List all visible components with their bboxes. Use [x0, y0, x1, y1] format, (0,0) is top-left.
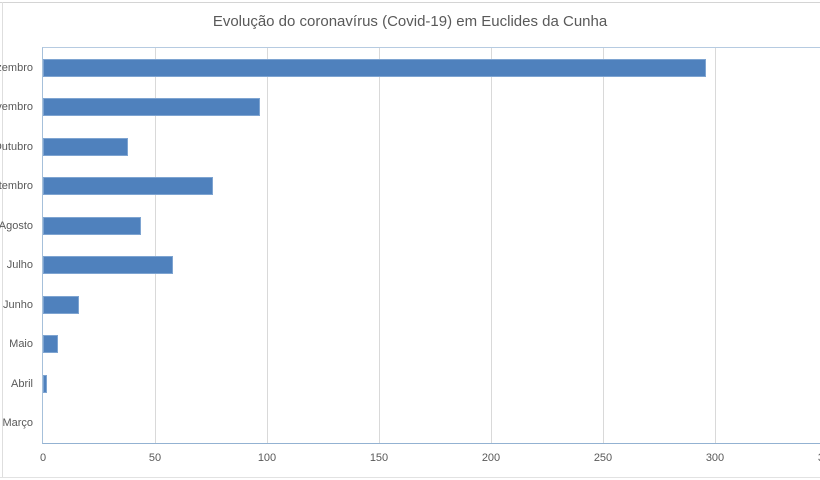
bar-outubro[interactable] — [43, 137, 128, 156]
sheet-gridline-top — [0, 2, 820, 3]
category-label-marco: Março — [2, 417, 33, 430]
chart-title: Evolução do coronavírus (Covid-19) em Eu… — [212, 13, 608, 30]
category-label-dezembro: Dezembro — [0, 61, 33, 74]
sheet-gridline-bottom — [0, 477, 820, 478]
tick-label-0: 0 — [39, 452, 47, 464]
category-label-junho: Junho — [3, 298, 33, 311]
tick-label-100: 100 — [257, 452, 277, 464]
category-label-julho: Julho — [6, 259, 33, 272]
tick-label-250: 250 — [593, 452, 613, 464]
gridline-50 — [155, 48, 156, 443]
gridline-200 — [491, 48, 492, 443]
category-label-agosto: Agosto — [0, 219, 33, 232]
bar-maio[interactable] — [43, 335, 59, 354]
tick-label-150: 150 — [369, 452, 389, 464]
bar-julho[interactable] — [43, 256, 173, 275]
bar-dezembro[interactable] — [43, 58, 706, 77]
gridline-100 — [267, 48, 268, 443]
category-label-abril: Abril — [10, 377, 33, 390]
bar-novembro[interactable] — [43, 98, 261, 117]
bar-junho[interactable] — [43, 295, 79, 314]
gridline-300 — [715, 48, 716, 443]
category-label-maio: Maio — [9, 338, 33, 351]
category-label-setembro: Setembro — [0, 180, 33, 193]
gridline-150 — [379, 48, 380, 443]
tick-label-200: 200 — [481, 452, 501, 464]
sheet-gridline-left — [2, 2, 3, 477]
gridline-250 — [603, 48, 604, 443]
bar-setembro[interactable] — [43, 177, 213, 196]
tick-label-300: 300 — [705, 452, 725, 464]
category-label-novembro: Novembro — [0, 101, 33, 114]
tick-label-350: 350 — [799, 451, 820, 465]
plot-area — [42, 47, 820, 444]
bar-agosto[interactable] — [43, 216, 142, 235]
bar-abril[interactable] — [43, 374, 48, 393]
category-label-outubro: Outubro — [0, 140, 33, 153]
tick-label-50: 50 — [148, 452, 162, 464]
